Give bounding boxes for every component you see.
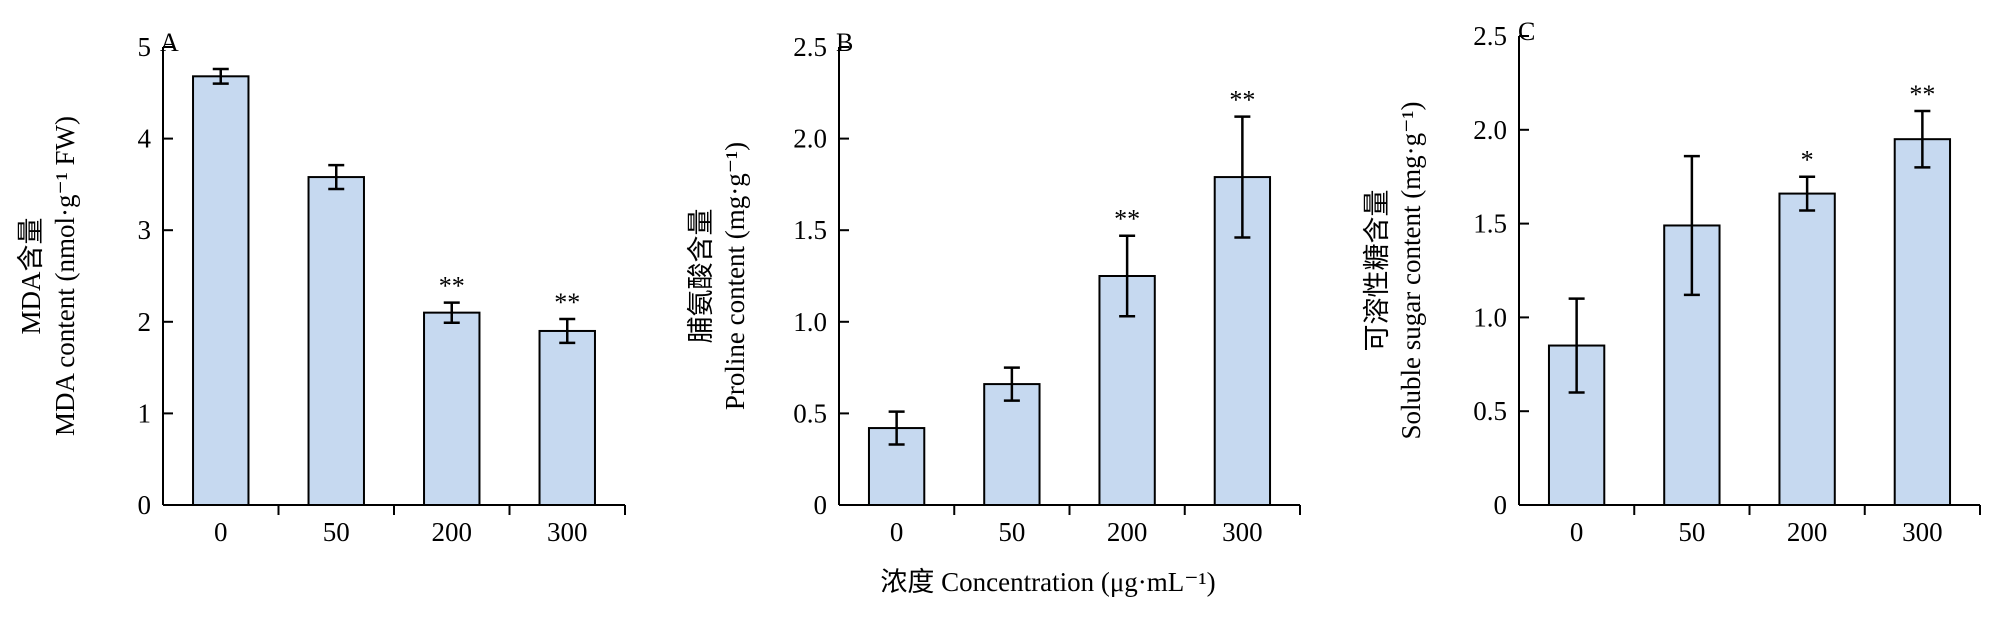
x-tick-label: 0 (214, 517, 228, 547)
panel-label: B (836, 28, 853, 57)
y-axis-title-line1: 脯氨酸含量 (686, 209, 716, 344)
y-tick-label: 1.5 (1473, 209, 1507, 239)
y-axis-title-line1: 可溶性糖含量 (1362, 190, 1392, 352)
significance-label: ** (1114, 205, 1140, 234)
significance-label: ** (1909, 80, 1935, 109)
x-tick-label: 300 (547, 517, 588, 547)
y-tick-label: 2 (138, 307, 152, 337)
y-tick-label: 1.0 (793, 307, 827, 337)
y-tick-label: 2.5 (1473, 21, 1507, 51)
y-tick-label: 0 (814, 490, 828, 520)
significance-label: ** (1229, 86, 1255, 115)
y-axis-title-line1: MDA含量 (16, 217, 46, 334)
x-tick-label: 200 (432, 517, 473, 547)
significance-label: ** (554, 288, 580, 317)
chart-panel-b: 0 0.5 1.0 1.5 2.0 2.5 0 50 ** 200 ** 300 B 脯氨酸含量 Proli… (686, 28, 1301, 547)
y-axis-title-line2: Soluble sugar content (mg·g⁻¹) (1396, 101, 1426, 439)
y-tick-label: 0.5 (1473, 396, 1507, 426)
bar-300 (538, 329, 596, 506)
y-tick-label: 4 (138, 124, 152, 154)
x-tick-label: 300 (1902, 517, 1943, 547)
y-tick-label: 2.0 (793, 124, 827, 154)
y-tick-label: 1 (138, 398, 152, 428)
panel-label: C (1518, 17, 1535, 46)
x-tick-label: 300 (1222, 517, 1263, 547)
x-tick-label: 200 (1107, 517, 1148, 547)
x-tick-label: 50 (323, 517, 350, 547)
y-axis-title-line2: Proline content (mg·g⁻¹) (720, 142, 750, 410)
bar-200 (1778, 192, 1836, 506)
x-tick-label: 0 (890, 517, 904, 547)
y-axis-title-line2: MDA content (nmol·g⁻¹ FW) (50, 116, 80, 436)
y-tick-label: 1.5 (793, 215, 827, 245)
bar-50 (307, 176, 365, 507)
bar-300 (1893, 138, 1952, 506)
y-tick-label: 2.0 (1473, 115, 1507, 145)
x-tick-label: 50 (998, 517, 1025, 547)
y-tick-label: 2.5 (793, 32, 827, 62)
y-tick-label: 1.0 (1473, 302, 1507, 332)
significance-label: ** (439, 272, 465, 301)
y-tick-label: 0 (1494, 490, 1508, 520)
x-tick-label: 0 (1570, 517, 1584, 547)
y-tick-label: 5 (138, 32, 152, 62)
panel-label: A (160, 28, 179, 57)
bar-200 (423, 311, 481, 507)
chart-panel-c: 0 0.5 1.0 1.5 2.0 2.5 0 50 * 200 ** 300 C 可溶性糖含量 Solub… (1362, 17, 1981, 547)
significance-label: * (1801, 146, 1814, 175)
x-tick-label: 50 (1678, 517, 1705, 547)
bar-0 (192, 75, 250, 506)
y-tick-label: 3 (138, 215, 152, 245)
shared-x-axis-label: 浓度 Concentration (μg·mL⁻¹) (880, 567, 1215, 597)
bar-50 (983, 383, 1041, 507)
y-tick-label: 0 (138, 490, 152, 520)
x-tick-label: 200 (1787, 517, 1828, 547)
y-tick-label: 0.5 (793, 398, 827, 428)
